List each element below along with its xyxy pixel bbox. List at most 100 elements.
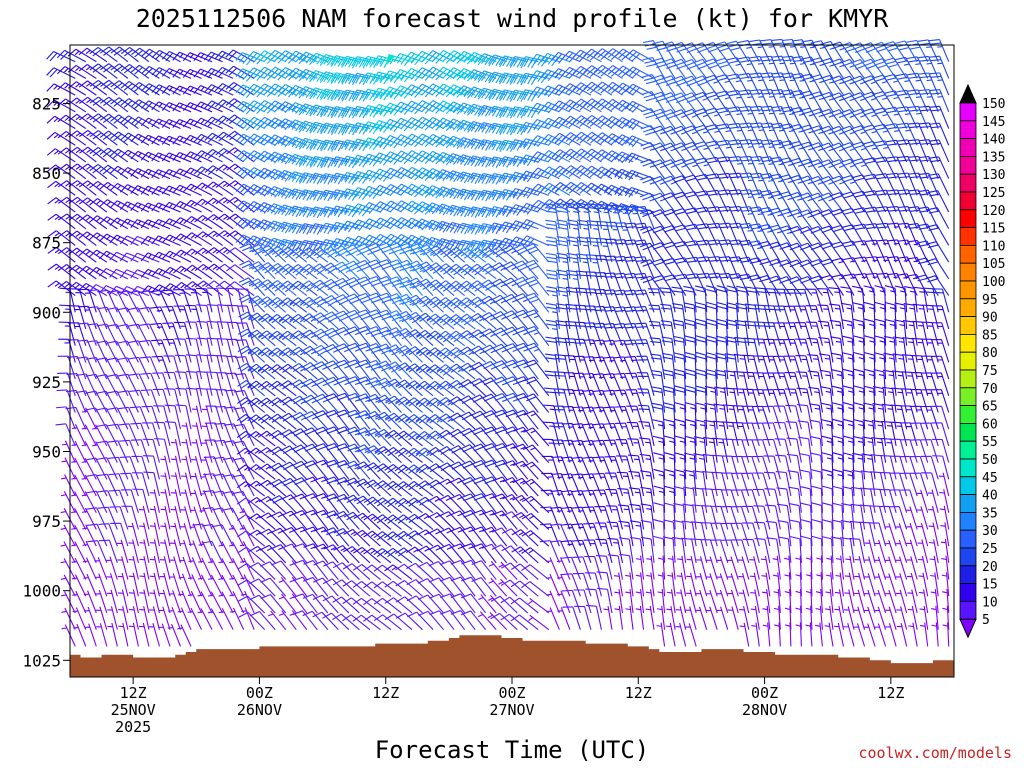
wind-barb xyxy=(198,540,213,564)
wind-barb xyxy=(119,439,139,463)
wind-barb xyxy=(89,63,118,79)
wind-barb xyxy=(148,623,160,647)
wind-barb xyxy=(81,491,97,513)
wind-barb xyxy=(207,574,224,597)
colorbar-label: 15 xyxy=(982,578,998,593)
colorbar-swatch xyxy=(959,316,977,335)
wind-barb xyxy=(106,407,129,430)
wind-barb xyxy=(202,405,213,430)
wind-barb xyxy=(119,235,150,246)
colorbar-swatch xyxy=(959,458,977,478)
wind-barb xyxy=(164,421,182,447)
wind-barb xyxy=(127,340,150,363)
wind-barb xyxy=(163,355,182,380)
wind-barb xyxy=(205,214,234,230)
wind-barb xyxy=(78,180,108,196)
wind-barb xyxy=(200,473,213,497)
wind-barb xyxy=(228,524,245,547)
wind-barb xyxy=(79,163,108,180)
wind-barb xyxy=(215,389,234,413)
wind-barb xyxy=(177,607,192,630)
x-tick-label: 2025 xyxy=(115,718,151,736)
colorbar-label: 85 xyxy=(982,328,998,343)
wind-barb xyxy=(106,307,129,330)
colorbar-label: 140 xyxy=(982,133,1005,148)
wind-barb xyxy=(107,606,118,630)
wind-barb xyxy=(190,472,203,497)
wind-barb xyxy=(223,423,245,447)
wind-barb xyxy=(76,339,97,363)
wind-barb xyxy=(100,96,129,113)
wind-barb xyxy=(216,355,234,380)
wind-barb xyxy=(158,606,171,630)
wind-barb xyxy=(81,424,97,447)
wind-barb xyxy=(205,230,234,246)
wind-barb xyxy=(47,213,76,230)
wind-barb xyxy=(218,558,234,580)
wind-barb xyxy=(187,607,203,630)
wind-barb xyxy=(129,389,150,413)
y-tick-label: 975 xyxy=(32,512,61,531)
wind-barb xyxy=(149,606,160,630)
x-tick-label: 00Z xyxy=(246,684,273,702)
wind-barb xyxy=(159,556,171,580)
wind-barb xyxy=(168,590,182,614)
y-tick-label: 950 xyxy=(32,442,61,461)
wind-barb xyxy=(201,523,224,547)
colorbar-swatch xyxy=(959,601,977,620)
wind-barb xyxy=(130,439,150,463)
wind-barb xyxy=(56,49,87,63)
wind-barb xyxy=(207,608,224,630)
wind-barb xyxy=(204,439,224,463)
wind-barb xyxy=(185,354,203,380)
colorbar-label: 115 xyxy=(982,222,1005,237)
wind-barb xyxy=(203,456,224,480)
wind-barb xyxy=(191,455,203,480)
wind-barb xyxy=(66,372,87,397)
wind-barb xyxy=(229,607,245,630)
wind-barb xyxy=(128,373,150,397)
wind-barb xyxy=(120,46,150,63)
wind-barb xyxy=(106,323,129,346)
wind-barb xyxy=(110,80,139,96)
colorbar-label: 30 xyxy=(982,524,998,539)
colorbar-label: 65 xyxy=(982,400,998,415)
colorbar-label: 80 xyxy=(982,346,998,361)
wind-barb xyxy=(214,405,234,430)
wind-barb xyxy=(107,423,129,447)
wind-barb xyxy=(218,574,234,597)
wind-barb xyxy=(194,247,223,263)
x-tick-label: 00Z xyxy=(751,684,778,702)
wind-barb xyxy=(57,114,87,129)
wind-barb xyxy=(107,622,118,647)
y-tick-label: 900 xyxy=(32,303,61,322)
wind-barb xyxy=(175,387,192,413)
wind-barb xyxy=(119,269,150,280)
wind-barb xyxy=(85,407,108,430)
wind-barb xyxy=(139,555,150,580)
colorbar-swatch xyxy=(959,387,977,406)
wind-barb xyxy=(177,624,192,647)
wind-barb xyxy=(98,250,129,263)
wind-barb xyxy=(187,590,203,614)
wind-barb xyxy=(173,305,192,330)
colorbar-top-cap xyxy=(959,83,977,104)
wind-barb xyxy=(139,522,150,547)
wind-barb xyxy=(96,306,118,330)
wind-barb xyxy=(138,306,160,330)
colorbar-swatch xyxy=(959,102,977,122)
wind-barb xyxy=(119,252,150,263)
wind-barb xyxy=(71,574,87,597)
wind-barb xyxy=(75,390,97,413)
wind-barb xyxy=(79,130,108,146)
wind-barb xyxy=(193,150,223,163)
wind-barb xyxy=(207,304,224,330)
wind-barb xyxy=(106,357,129,380)
wind-barb xyxy=(207,591,224,614)
colorbar-label: 110 xyxy=(982,239,1005,254)
wind-barb xyxy=(172,217,202,230)
wind-barb xyxy=(172,233,202,246)
colorbar-swatch xyxy=(959,618,977,639)
wind-barb xyxy=(159,589,171,614)
